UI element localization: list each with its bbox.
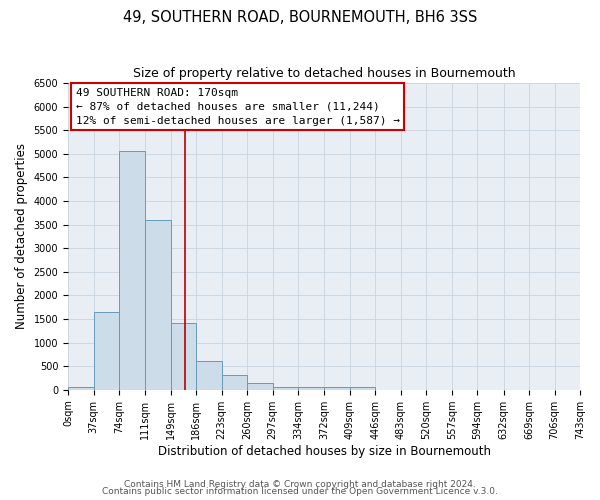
- X-axis label: Distribution of detached houses by size in Bournemouth: Distribution of detached houses by size …: [158, 444, 491, 458]
- Bar: [247, 382, 272, 390]
- Text: 49, SOUTHERN ROAD, BOURNEMOUTH, BH6 3SS: 49, SOUTHERN ROAD, BOURNEMOUTH, BH6 3SS: [123, 10, 477, 25]
- Bar: [170, 322, 196, 390]
- Bar: [94, 312, 119, 390]
- Title: Size of property relative to detached houses in Bournemouth: Size of property relative to detached ho…: [133, 68, 515, 80]
- Text: Contains public sector information licensed under the Open Government Licence v.: Contains public sector information licen…: [102, 487, 498, 496]
- Bar: [350, 388, 376, 390]
- Bar: [272, 388, 298, 390]
- Bar: [325, 388, 350, 390]
- Y-axis label: Number of detached properties: Number of detached properties: [15, 144, 28, 330]
- Bar: [298, 388, 325, 390]
- Text: 49 SOUTHERN ROAD: 170sqm
← 87% of detached houses are smaller (11,244)
12% of se: 49 SOUTHERN ROAD: 170sqm ← 87% of detach…: [76, 88, 400, 126]
- Bar: [119, 152, 145, 390]
- Bar: [145, 220, 170, 390]
- Bar: [221, 375, 247, 390]
- Bar: [196, 361, 221, 390]
- Bar: [68, 388, 94, 390]
- Text: Contains HM Land Registry data © Crown copyright and database right 2024.: Contains HM Land Registry data © Crown c…: [124, 480, 476, 489]
